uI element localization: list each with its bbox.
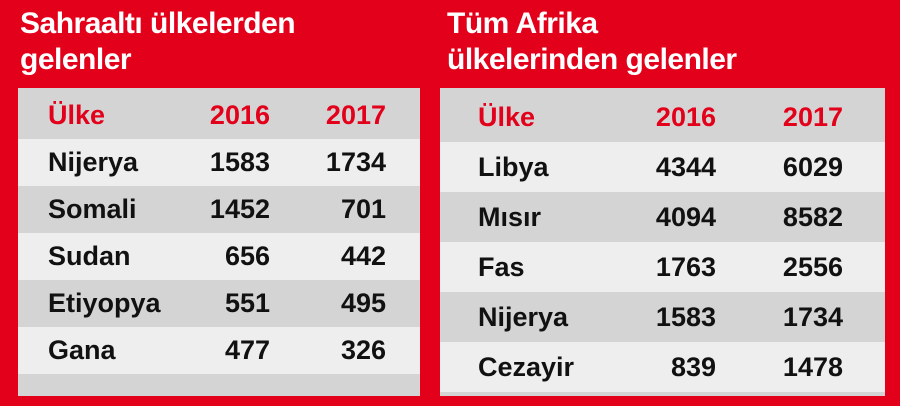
table-cell: Gana xyxy=(48,335,116,365)
table-cell: 1478 xyxy=(782,352,843,382)
table-cell: 551 xyxy=(224,288,270,318)
column-header: 2016 xyxy=(209,100,270,130)
table-row: Somali 1452 701 xyxy=(18,186,420,233)
table-cell: 1452 xyxy=(209,194,270,224)
header-row: Ülke 2016 2017 xyxy=(440,92,885,142)
table-cell: Nijerya xyxy=(478,302,569,332)
table-cell: Nijerya xyxy=(48,147,139,177)
panel-title: Tüm Afrika ülkelerinden gelenler xyxy=(447,6,737,78)
column-header: Ülke xyxy=(48,100,106,130)
panel-title: Sahraaltı ülkelerden gelenler xyxy=(20,6,296,78)
table-cell: 4344 xyxy=(655,152,716,182)
table-cell: 1583 xyxy=(655,302,716,332)
title-line: Tüm Afrika xyxy=(447,7,598,40)
title-line: Sahraaltı ülkelerden xyxy=(20,7,296,40)
column-header: 2017 xyxy=(782,102,843,132)
table-cell: 1763 xyxy=(655,252,716,282)
table-cell: Sudan xyxy=(48,241,131,271)
column-header: Ülke xyxy=(478,102,536,132)
column-header: 2016 xyxy=(655,102,716,132)
table-cell: 839 xyxy=(670,352,716,382)
table-row: Nijerya 1583 1734 xyxy=(18,139,420,186)
table-cell: 2556 xyxy=(782,252,843,282)
table-cell: Cezayir xyxy=(478,352,575,382)
title-line: ülkelerinden gelenler xyxy=(447,43,737,76)
table-cell: 477 xyxy=(224,335,270,365)
table-cell: 1734 xyxy=(782,302,843,332)
table-row: Nijerya 1583 1734 xyxy=(440,292,885,342)
table-row: Etiyopya 551 495 xyxy=(18,280,420,327)
table-cell: 1583 xyxy=(209,147,270,177)
title-line: gelenler xyxy=(20,43,132,76)
table-cell: Mısır xyxy=(478,202,542,232)
table-cell: Somali xyxy=(48,194,137,224)
table-row: Sudan 656 442 xyxy=(18,233,420,280)
table-cell: 656 xyxy=(224,241,270,271)
table-row: Libya 4344 6029 xyxy=(440,142,885,192)
table-row: Cezayir 839 1478 xyxy=(440,342,885,392)
table-cell: Libya xyxy=(478,152,549,182)
table-row: Fas 1763 2556 xyxy=(440,242,885,292)
table-cell: 701 xyxy=(340,194,386,224)
table-row: Gana 477 326 xyxy=(18,327,420,374)
table: Ülke 2016 2017 Nijerya 1583 1734 Somali 1452 701… xyxy=(18,88,420,396)
table-cell: 1734 xyxy=(325,147,386,177)
table-cell: Fas xyxy=(478,252,525,282)
column-header: 2017 xyxy=(325,100,386,130)
table-cell: 4094 xyxy=(655,202,716,232)
table-cell: 326 xyxy=(340,335,386,365)
table-cell: 442 xyxy=(340,241,386,271)
header-row: Ülke 2016 2017 xyxy=(18,92,420,139)
table-cell: 495 xyxy=(340,288,386,318)
table-row: Mısır 4094 8582 xyxy=(440,192,885,242)
table-cell: Etiyopya xyxy=(48,288,161,318)
table-cell: 8582 xyxy=(782,202,843,232)
table: Ülke 2016 2017 Libya 4344 6029 Mısır 4094 8582 Fa… xyxy=(440,88,885,396)
table-cell: 6029 xyxy=(782,152,843,182)
